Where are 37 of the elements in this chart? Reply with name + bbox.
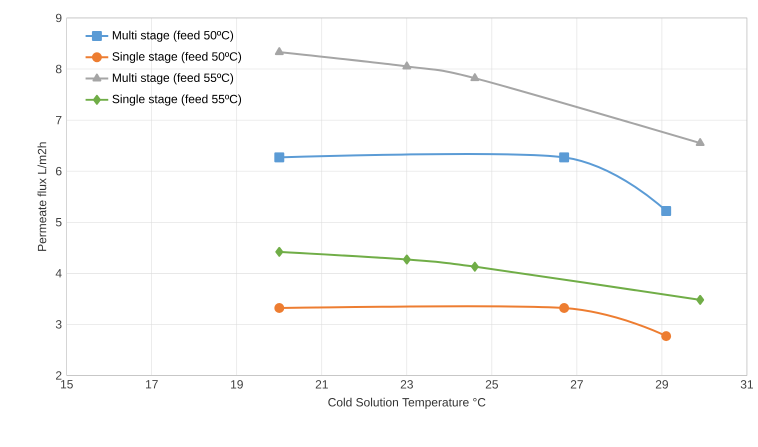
y-axis-title: Permeate flux L/m2h: [37, 142, 46, 251]
legend-label: Single stage (feed 50ºC): [112, 52, 242, 63]
point: [696, 294, 704, 305]
y-tick-label: 5: [56, 218, 62, 226]
point: [274, 47, 284, 56]
point: [402, 254, 411, 264]
x-tick-label: 29: [656, 380, 668, 389]
y-tick-label: 3: [56, 320, 62, 329]
point: [696, 138, 705, 146]
point: [559, 152, 570, 162]
point: [661, 206, 672, 216]
x-tick-label: 21: [316, 380, 328, 388]
legend-label: Multi stage (feed 50ºC): [112, 30, 234, 42]
point: [274, 302, 284, 313]
point: [274, 152, 284, 162]
x-tick-label: 17: [146, 380, 158, 388]
y-tick-label: 7: [56, 116, 62, 124]
y-tick-label: 6: [56, 166, 62, 176]
x-axis-title: Cold Solution Temperature °C: [328, 398, 486, 409]
x-tick-label: 25: [486, 380, 498, 389]
x-tick-label: 23: [400, 380, 413, 389]
point: [470, 73, 480, 82]
x-tick-label: 15: [61, 380, 73, 388]
point: [402, 61, 412, 70]
point: [275, 246, 284, 257]
point: [661, 331, 672, 342]
legend-label: Single stage (feed 55ºC): [112, 94, 242, 106]
x-tick-label: 19: [231, 380, 243, 389]
y-tick-label: 9: [56, 14, 62, 22]
legend-label: Multi stage (feed 55ºC): [112, 73, 234, 84]
y-tick-label: 2: [56, 371, 62, 380]
point: [470, 262, 479, 272]
point: [559, 302, 570, 313]
y-tick-label: 4: [56, 269, 62, 278]
x-tick-label: 27: [570, 380, 583, 388]
x-tick-label: 31: [740, 380, 753, 389]
y-tick-label: 8: [56, 64, 62, 74]
